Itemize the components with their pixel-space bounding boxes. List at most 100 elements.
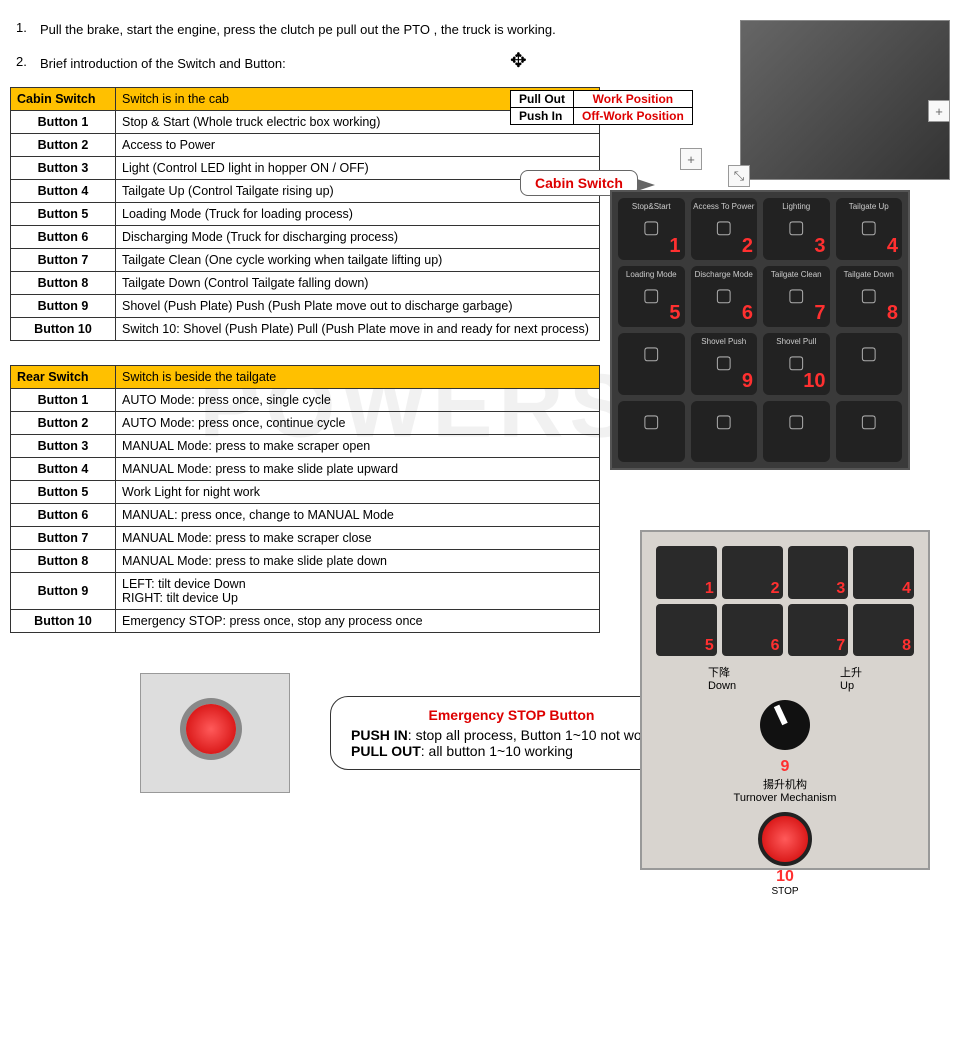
rear-btn-number: 3 — [836, 580, 845, 598]
rear-panel-button[interactable]: 5 — [656, 604, 717, 657]
rear-panel-button[interactable]: 4 — [853, 546, 914, 599]
emergency-button-photo — [140, 673, 290, 793]
emergency-title: Emergency STOP Button — [351, 707, 672, 723]
table-row-label: Button 6 — [11, 504, 116, 527]
table-row-desc: MANUAL Mode: press to make scraper close — [116, 527, 600, 550]
table-row-label: Button 1 — [11, 111, 116, 134]
stop-number: 10 — [656, 868, 914, 886]
rear-btn-number: 7 — [836, 637, 845, 655]
cabin-switch-table: Cabin Switch Switch is in the cab Button… — [10, 87, 600, 341]
cabin-panel-button[interactable]: Tailgate Clean▢7 — [763, 266, 830, 328]
cabin-panel-button[interactable]: Tailgate Down▢8 — [836, 266, 903, 328]
rear-btn-number: 4 — [902, 580, 911, 598]
rear-btn-number: 1 — [705, 580, 714, 598]
up-label: 上升 Up — [840, 664, 862, 692]
knob-number: 9 — [656, 758, 914, 776]
table-row-desc: Tailgate Clean (One cycle working when t… — [116, 249, 600, 272]
table-row-label: Button 9 — [11, 573, 116, 610]
cabin-panel-button[interactable]: ▢ — [691, 401, 758, 463]
panel-btn-label: Shovel Pull — [776, 337, 816, 346]
pull-out-label: PULL OUT — [351, 743, 421, 759]
dashboard-photo — [740, 20, 950, 180]
table-row-desc: AUTO Mode: press once, single cycle — [116, 389, 600, 412]
panel-btn-number: 2 — [742, 235, 753, 258]
panel-btn-number: 7 — [814, 302, 825, 325]
table-row-label: Button 6 — [11, 226, 116, 249]
table-row-label: Button 5 — [11, 203, 116, 226]
pull-out-text: : all button 1~10 working — [421, 743, 573, 759]
cabin-panel-button[interactable]: Shovel Pull▢10 — [763, 333, 830, 395]
panel-btn-icon: ▢ — [836, 343, 903, 364]
rear-panel-button[interactable]: 3 — [788, 546, 849, 599]
cabin-panel-button[interactable]: Discharge Mode▢6 — [691, 266, 758, 328]
table-row-desc: LEFT: tilt device DownRIGHT: tilt device… — [116, 573, 600, 610]
table-row-desc: Emergency STOP: press once, stop any pro… — [116, 610, 600, 633]
down-label: 下降 Down — [708, 664, 736, 692]
table-row-desc: Switch 10: Shovel (Push Plate) Pull (Pus… — [116, 318, 600, 341]
push-in-label: PUSH IN — [351, 727, 408, 743]
panel-btn-icon: ▢ — [618, 343, 685, 364]
panel-btn-number: 1 — [669, 235, 680, 258]
table-row-label: Button 4 — [11, 458, 116, 481]
rear-btn-number: 6 — [771, 637, 780, 655]
resize-handle-right[interactable]: + — [928, 100, 950, 122]
panel-btn-number: 9 — [742, 370, 753, 393]
t2-header1: Rear Switch — [11, 366, 116, 389]
cabin-panel-button[interactable]: ▢ — [763, 401, 830, 463]
cabin-panel-button[interactable]: Stop&Start▢1 — [618, 198, 685, 260]
panel-btn-number: 5 — [669, 302, 680, 325]
table-row-desc: MANUAL Mode: press to make slide plate u… — [116, 458, 600, 481]
rear-btn-number: 5 — [705, 637, 714, 655]
table-row-label: Button 8 — [11, 550, 116, 573]
table-row-label: Button 8 — [11, 272, 116, 295]
table-row-desc: Discharging Mode (Truck for discharging … — [116, 226, 600, 249]
cabin-panel-button[interactable]: Tailgate Up▢4 — [836, 198, 903, 260]
turnover-knob[interactable] — [760, 700, 810, 750]
panel-btn-label: Lighting — [782, 202, 810, 211]
cabin-panel-button[interactable]: ▢ — [618, 333, 685, 395]
move-cursor-icon: ✥ — [510, 48, 527, 73]
table-row-label: Button 5 — [11, 481, 116, 504]
panel-btn-label: Loading Mode — [626, 270, 677, 279]
emergency-callout: Emergency STOP Button PUSH IN: stop all … — [330, 696, 693, 770]
rear-panel-button[interactable]: 1 — [656, 546, 717, 599]
cabin-panel-button[interactable]: Loading Mode▢5 — [618, 266, 685, 328]
panel-btn-number: 10 — [803, 370, 825, 393]
table-row-desc: MANUAL Mode: press to make slide plate d… — [116, 550, 600, 573]
rear-panel-button[interactable]: 7 — [788, 604, 849, 657]
table-row-label: Button 3 — [11, 157, 116, 180]
panel-btn-icon: ▢ — [836, 411, 903, 432]
panel-btn-label: Access To Power — [693, 202, 754, 211]
cabin-panel-button[interactable]: Lighting▢3 — [763, 198, 830, 260]
intro-1-num: 1. — [10, 20, 40, 40]
table-row-label: Button 2 — [11, 412, 116, 435]
resize-handle-corner[interactable]: ⤡ — [728, 165, 750, 187]
panel-btn-number: 8 — [887, 302, 898, 325]
rear-panel-button[interactable]: 2 — [722, 546, 783, 599]
table-row-label: Button 7 — [11, 249, 116, 272]
cabin-panel-button[interactable]: ▢ — [836, 401, 903, 463]
resize-handle-bottom[interactable]: + — [680, 148, 702, 170]
rear-panel-button[interactable]: 6 — [722, 604, 783, 657]
panel-btn-number: 4 — [887, 235, 898, 258]
table-row-label: Button 4 — [11, 180, 116, 203]
intro-2-num: 2. — [10, 54, 40, 74]
emergency-stop-button[interactable] — [758, 812, 812, 866]
rear-btn-number: 2 — [771, 580, 780, 598]
table-row-label: Button 10 — [11, 318, 116, 341]
cabin-switch-panel: Stop&Start▢1Access To Power▢2Lighting▢3T… — [610, 190, 910, 470]
t2-header2: Switch is beside the tailgate — [116, 366, 600, 389]
rear-panel-button[interactable]: 8 — [853, 604, 914, 657]
cabin-panel-button[interactable]: Access To Power▢2 — [691, 198, 758, 260]
table-row-desc: AUTO Mode: press once, continue cycle — [116, 412, 600, 435]
mini-r2c2: Off-Work Position — [574, 108, 693, 125]
cabin-panel-button[interactable]: Shovel Push▢9 — [691, 333, 758, 395]
intro-1-text: Pull the brake, start the engine, press … — [40, 20, 556, 40]
panel-btn-icon: ▢ — [618, 411, 685, 432]
cabin-panel-button[interactable]: ▢ — [618, 401, 685, 463]
cabin-panel-button[interactable]: ▢ — [836, 333, 903, 395]
panel-btn-number: 3 — [814, 235, 825, 258]
rear-switch-table: Rear Switch Switch is beside the tailgat… — [10, 365, 600, 633]
mini-r2c1: Push In — [511, 108, 574, 125]
rear-btn-number: 8 — [902, 637, 911, 655]
